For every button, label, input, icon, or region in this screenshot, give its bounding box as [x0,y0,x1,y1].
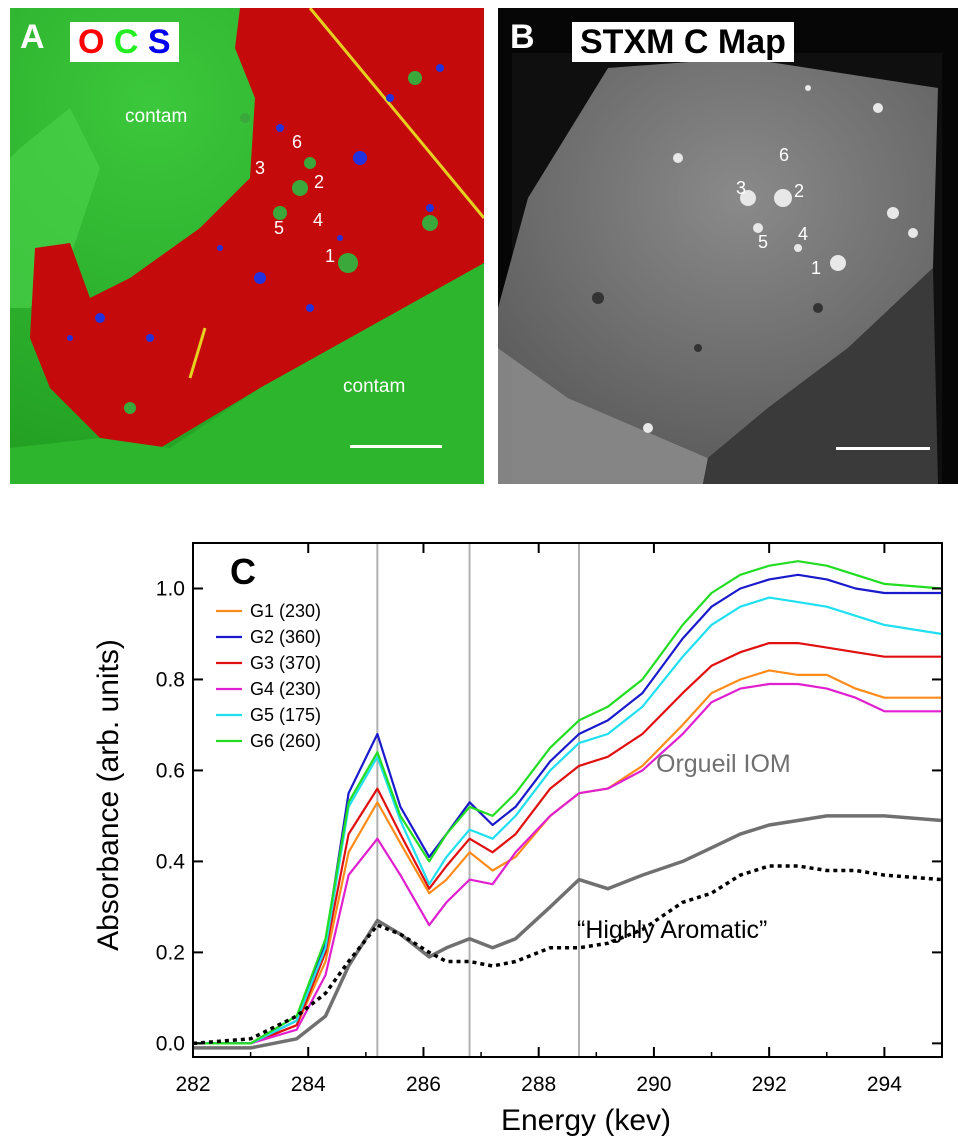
panel-a-letter: A [20,18,45,56]
stxm-map-image [498,8,958,484]
y-tick-label-5: 1.0 [156,577,185,600]
grain-label-5: 5 [274,218,285,238]
panel-c-letter: C [230,551,256,592]
series-line-5 [193,560,943,1045]
legend-label-2: G3 (370) [250,653,321,673]
series-line-1 [193,573,942,1045]
contam-label-top: contam [125,106,188,127]
series-line-2 [193,642,942,1045]
grain-label-3: 3 [255,158,266,178]
series-line-7 [192,864,943,1046]
legend-label-0: G1 (230) [250,601,321,621]
grain-label-4: 4 [313,210,324,230]
orgueil-iom-annotation: Orgueil IOM [656,750,791,778]
y-tick-label-4: 0.8 [156,668,185,691]
grain-label-6: 6 [292,132,303,152]
panel-a-scalebar [350,445,442,448]
contam-label-bottom: contam [343,376,406,397]
legend-label-3: G4 (230) [250,679,321,699]
plot-frame [192,542,943,1058]
plot-area: 282 284 286 288 290 292 294 0.0 0.2 0.4 0.6 0.8 1.0 G… [156,542,943,1096]
panel-a-elemental-map: A O C S contam contam 1 2 3 4 5 6 [10,8,484,484]
x-tick-label-0: 282 [175,1073,210,1096]
y-tick-label-0: 0.0 [156,1032,185,1055]
legend-label-5: G6 (260) [250,731,321,751]
stxm-grain-label-3: 3 [736,178,747,198]
element-legend: O C S [70,22,179,62]
y-axis-title: Absorbance (arb. units) [92,639,125,951]
stxm-grain-label-4: 4 [798,224,809,244]
legend-label-1: G2 (360) [250,627,321,647]
element-c-label: C [113,23,139,61]
panel-b-title: STXM C Map [572,22,794,62]
x-axis-title: Energy (kev) [501,1104,671,1137]
x-tick-label-1: 284 [291,1073,326,1096]
x-tick-label-3: 288 [521,1073,556,1096]
series-line-3 [193,682,942,1045]
x-tick-label-2: 286 [406,1073,441,1096]
x-tick-label-4: 290 [636,1073,671,1096]
x-tick-label-6: 294 [867,1073,902,1096]
x-tick-label-5: 292 [752,1073,787,1096]
element-s-label: S [147,23,171,61]
absorbance-chart: 282 284 286 288 290 292 294 0.0 0.2 0.4 0.6 0.8 1.0 G… [92,542,943,1137]
y-tick-label-3: 0.6 [156,759,185,782]
elemental-map-image [10,8,484,484]
y-tick-label-1: 0.2 [156,941,185,964]
panel-b-letter: B [510,18,535,56]
stxm-grain-label-5: 5 [758,232,769,252]
stxm-grain-label-1: 1 [811,258,822,278]
element-o-label: O [78,23,105,61]
y-tick-label-2: 0.4 [156,850,186,873]
series-line-0 [193,669,942,1045]
series-line-6 [193,814,943,1050]
panel-b-scalebar [836,447,930,450]
panel-b-stxm-map: B STXM C Map 1 2 3 4 5 6 [498,8,958,484]
stxm-grain-label-6: 6 [779,145,790,165]
legend-label-4: G5 (175) [250,705,321,725]
stxm-grain-label-2: 2 [794,181,805,201]
grain-label-1: 1 [325,246,336,266]
highly-aromatic-annotation: “Highly Aromatic” [577,916,767,944]
grain-label-2: 2 [314,172,325,192]
